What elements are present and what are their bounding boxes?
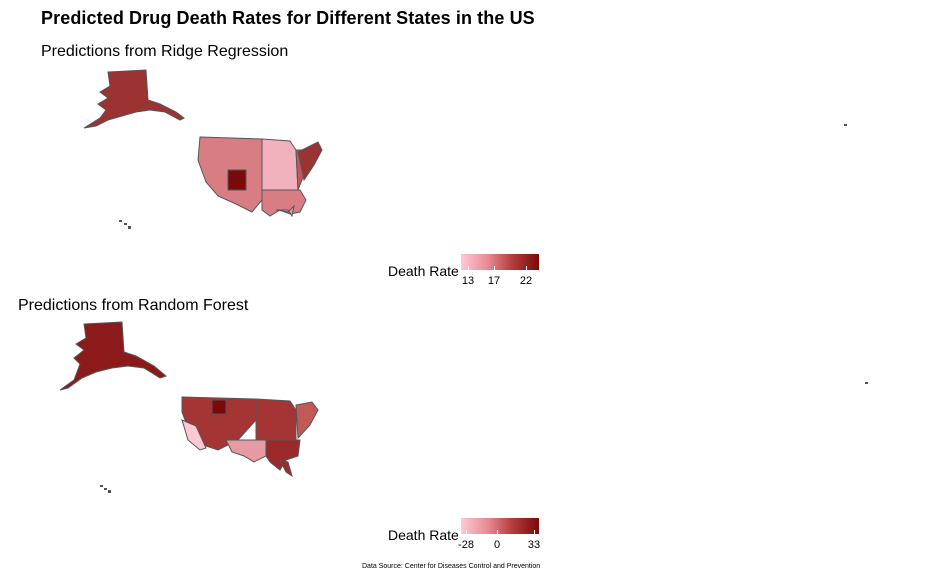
legend-tick-mark	[494, 266, 495, 270]
contiguous-us-random-forest	[181, 396, 319, 478]
legend-tick-label: 22	[519, 275, 533, 287]
alaska-shape	[83, 69, 185, 129]
legend-tick-label: 0	[493, 539, 501, 551]
panel-subtitle-ridge: Predictions from Ridge Regression	[41, 43, 289, 60]
legend-tick-label: 33	[527, 539, 541, 551]
chart-title: Predicted Drug Death Rates for Different…	[41, 8, 535, 28]
legend-title: Death Rate	[388, 263, 459, 279]
legend-tick-mark	[468, 266, 469, 270]
data-source-caption: Data Source: Center for Diseases Control…	[362, 563, 541, 570]
legend-tick-mark	[466, 530, 467, 534]
hawaii-islands	[100, 485, 111, 493]
legend-tick-label: 13	[461, 275, 475, 287]
alaska-shape	[59, 321, 168, 391]
panel-subtitle-random-forest: Predictions from Random Forest	[18, 297, 249, 314]
territory-dot	[844, 124, 847, 126]
legend-tick-mark	[497, 530, 498, 534]
legend-tick-label: 17	[487, 275, 501, 287]
legend-colorbar	[461, 254, 539, 270]
legend-title: Death Rate	[388, 527, 459, 543]
legend-tick-label: -28	[458, 539, 474, 551]
hawaii-islands	[119, 220, 131, 229]
legend-tick-mark	[526, 266, 527, 270]
legend-tick-mark	[534, 530, 535, 534]
contiguous-us-ridge	[197, 136, 323, 218]
territory-dot	[865, 382, 868, 384]
legend-colorbar	[461, 518, 539, 534]
